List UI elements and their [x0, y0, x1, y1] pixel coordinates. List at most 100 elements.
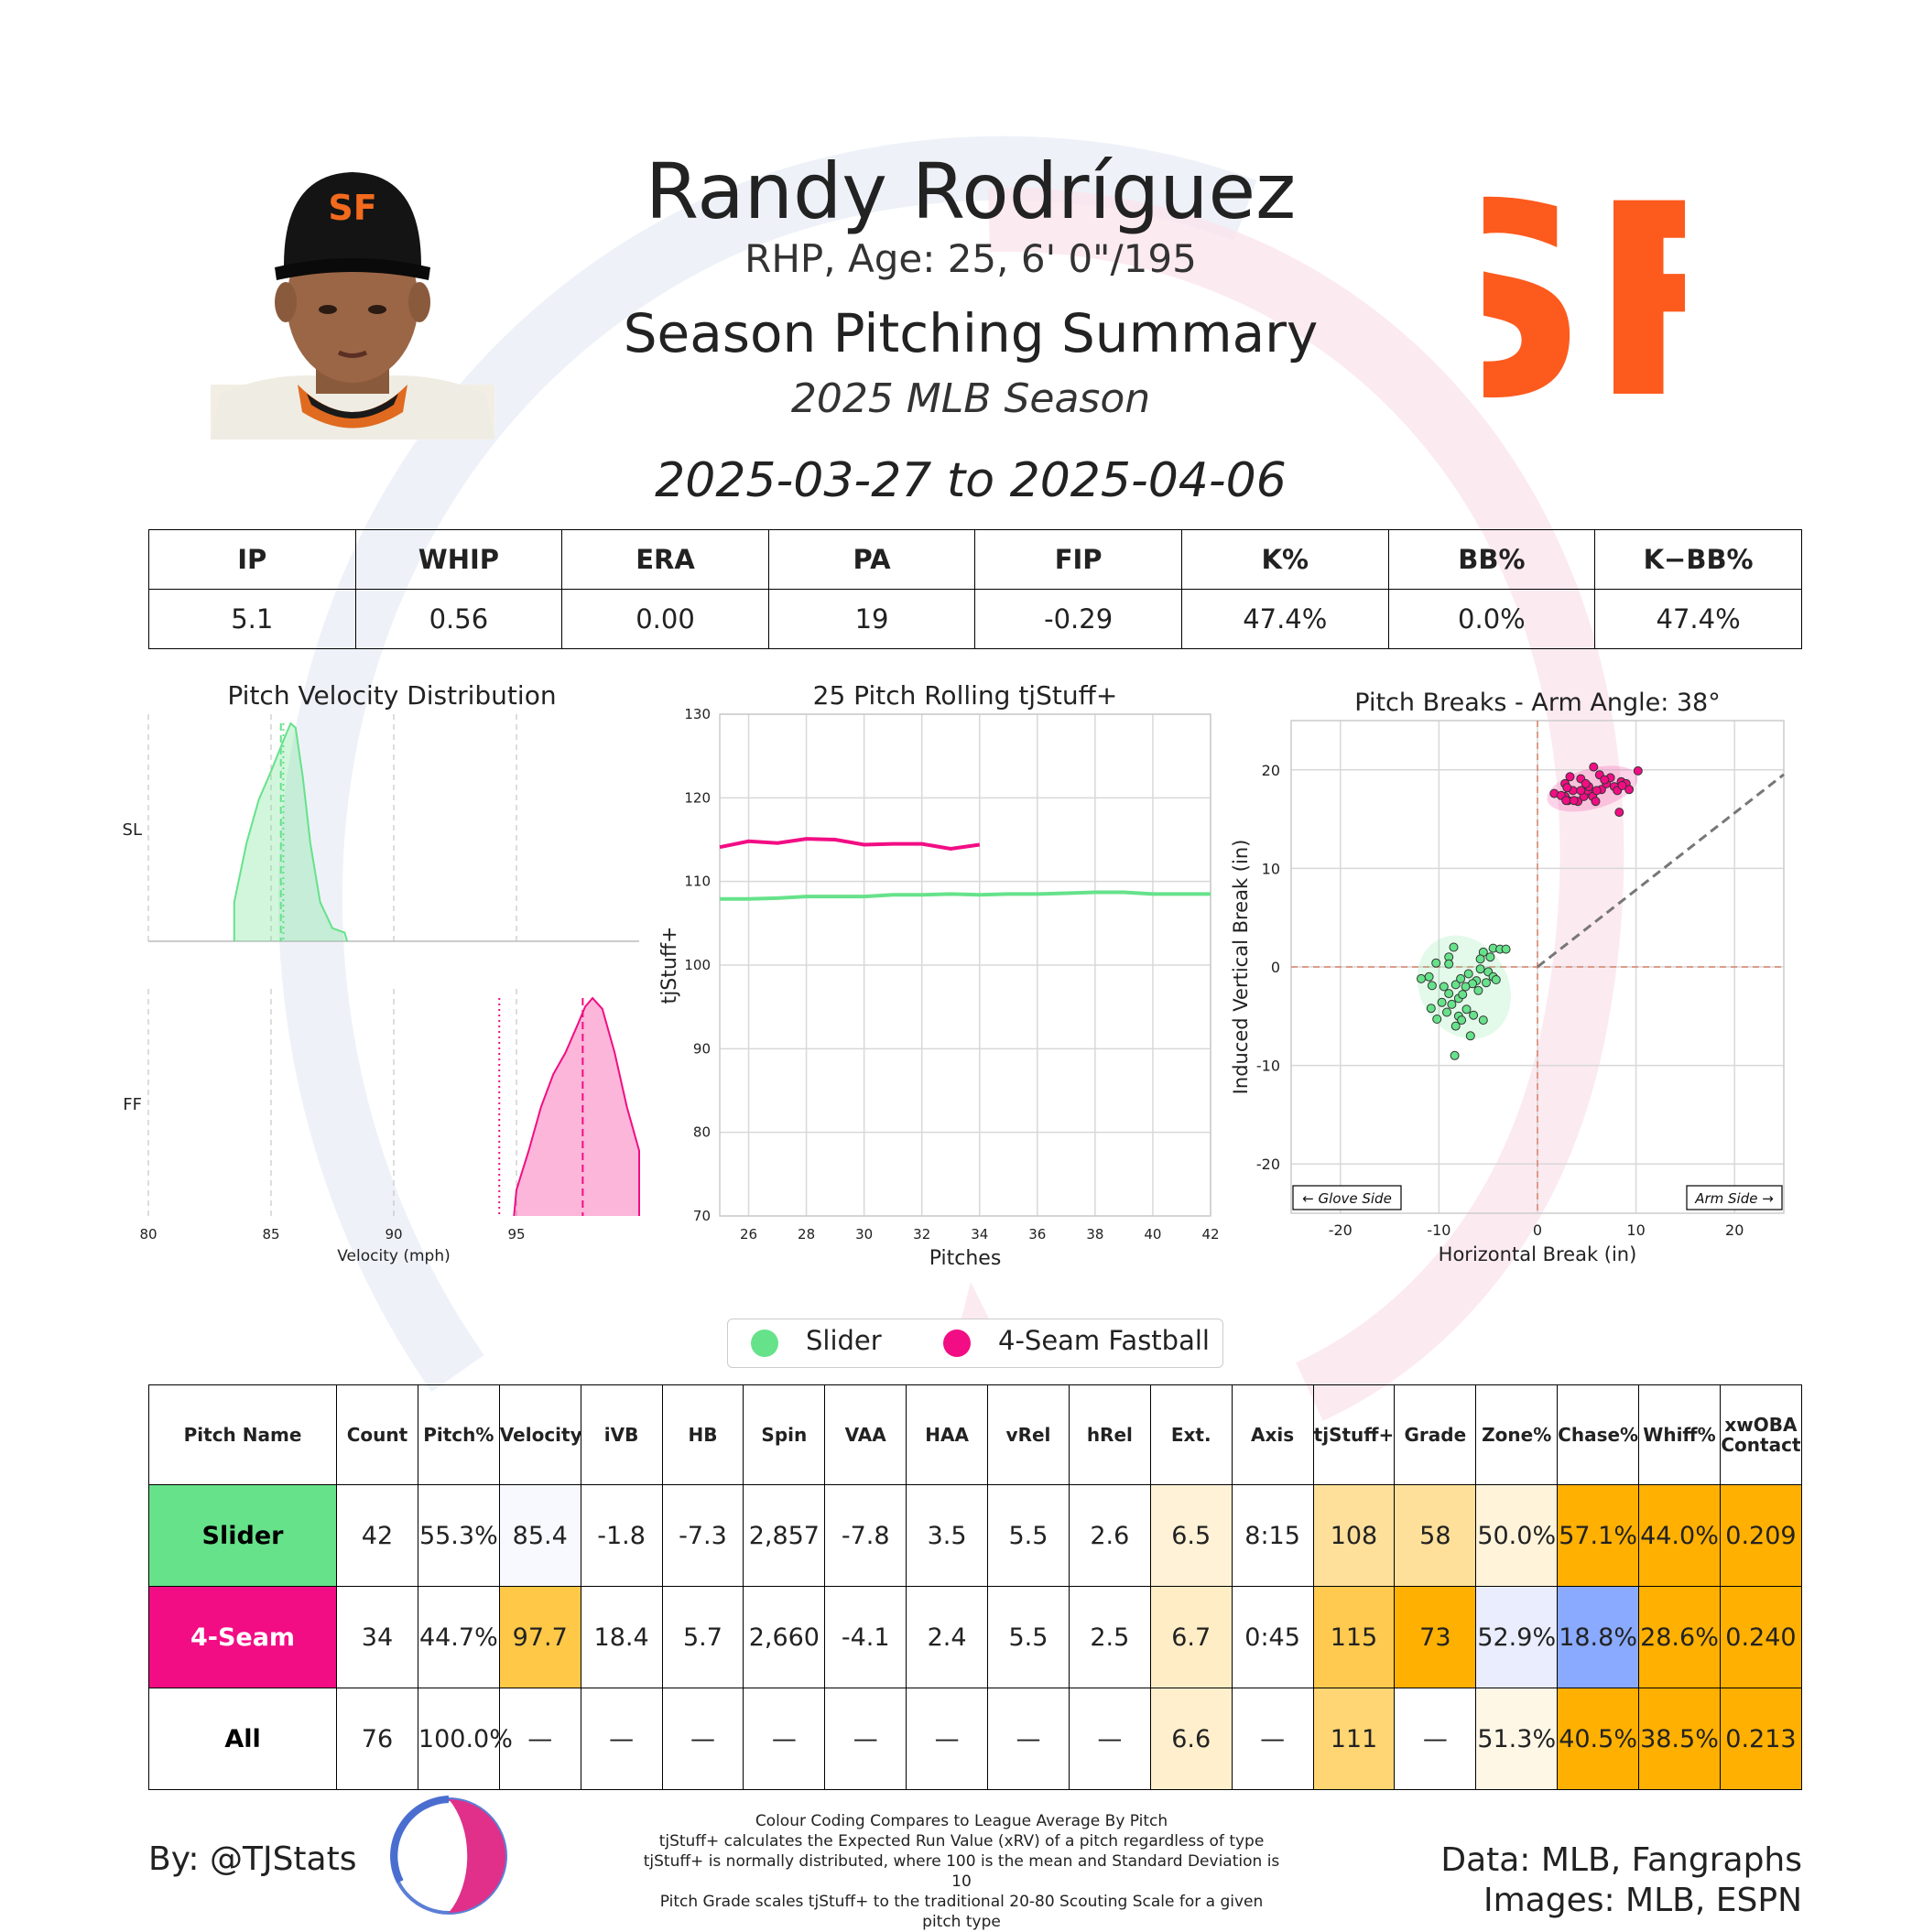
pitch-table-header: Pitch Name — [147, 1384, 338, 1485]
scatter-point — [1475, 954, 1485, 964]
y-tick-label: 90 — [693, 1040, 711, 1057]
rolling-line-slider — [720, 890, 1211, 901]
image-credit: Images: MLB, ESPN — [1483, 1882, 1802, 1919]
arm-angle-line — [1537, 773, 1785, 969]
table-cell: -4.1 — [824, 1586, 907, 1688]
table-cell: 100.0% — [417, 1688, 513, 1790]
table-cell: 2.4 — [906, 1586, 989, 1688]
y-tick-label: 70 — [693, 1208, 711, 1224]
y-tick-label: 120 — [684, 789, 711, 806]
table-cell: 38.5% — [1638, 1688, 1721, 1790]
scatter-point — [1633, 765, 1643, 776]
table-cell: 40.5% — [1557, 1688, 1640, 1790]
season-stat-value: 19 — [767, 589, 976, 649]
scatter-point — [1565, 772, 1575, 782]
author-credit: By: @TJStats — [148, 1840, 357, 1878]
table-cell: 44.7% — [417, 1586, 500, 1688]
season-stat-header: FIP — [974, 529, 1182, 590]
scatter-point — [1450, 1050, 1460, 1060]
scatter-point — [1461, 982, 1471, 992]
x-axis-label: Horizontal Break (in) — [1439, 1243, 1637, 1265]
season-stat-value: 0.00 — [561, 589, 769, 649]
scatter-point — [1478, 1015, 1488, 1026]
pitch-table-header: tjStuff+ — [1312, 1384, 1396, 1485]
rolling-tjstuff-chart: 25 Pitch Rolling tjStuff+ 26 28 30 32 34 36 38 4… — [659, 680, 1220, 1270]
chart-title: Pitch Velocity Distribution — [227, 680, 556, 711]
y-axis-label: Induced Vertical Break (in) — [1230, 840, 1252, 1095]
table-cell: 18.4 — [580, 1586, 663, 1688]
table-cell: 115 — [1312, 1586, 1396, 1688]
season-stat-header: K−BB% — [1594, 529, 1802, 590]
slider-legend-marker — [751, 1330, 778, 1357]
table-cell: — — [906, 1688, 989, 1790]
scatter-point — [1569, 796, 1579, 806]
velocity-distribution-chart: Pitch Velocity Distribution SL FF 80 85 90 95 V… — [123, 680, 640, 1265]
pitch-name-cell: 4-Seam — [147, 1586, 338, 1688]
data-sources: Data: MLB, Fangraphs Images: MLB, ESPN — [1440, 1840, 1802, 1921]
scatter-point — [1501, 944, 1511, 954]
pitch-table-header: iVB — [580, 1384, 663, 1485]
table-cell: 5.5 — [987, 1484, 1070, 1587]
scatter-point — [1457, 1015, 1467, 1026]
scatter-point — [1461, 1004, 1472, 1015]
scatter-point — [1465, 1031, 1475, 1041]
season-stat-header: BB% — [1387, 529, 1596, 590]
table-cell: -1.8 — [580, 1484, 663, 1587]
table-cell: 5.5 — [987, 1586, 1070, 1688]
season-label: 2025 MLB Season — [790, 375, 1151, 422]
table-row: Slider 42 55.3% 85.4 -1.8 -7.3 2,857 -7.8 3.5 5.5… — [147, 1484, 1803, 1587]
scatter-point — [1475, 964, 1485, 974]
table-cell: — — [987, 1688, 1070, 1790]
table-cell: 50.0% — [1475, 1484, 1559, 1587]
scatter-point — [1591, 797, 1601, 807]
pitch-table-header: VAA — [824, 1384, 907, 1485]
y-tick-label: 130 — [684, 706, 711, 722]
arm-side-annotation: Arm Side → — [1686, 1185, 1783, 1210]
glove-side-annotation: ← Glove Side — [1292, 1185, 1402, 1210]
scatter-point — [1417, 973, 1426, 983]
scatter-point — [1450, 1021, 1461, 1031]
table-row: All 76 100.0% — — — — — — — —6.6—111—51.3% 40.5% 38.… — [147, 1688, 1803, 1790]
team-logo: SF — [1483, 165, 1685, 440]
scatter-point — [1473, 985, 1483, 995]
svg-text:SF: SF — [328, 188, 376, 228]
y-tick-label: 0 — [1271, 959, 1280, 976]
y-tick-label: 110 — [684, 874, 711, 890]
scatter-point — [1444, 959, 1454, 969]
table-cell: 2,857 — [743, 1484, 826, 1587]
table-cell: 51.3% — [1475, 1688, 1559, 1790]
table-cell: 52.9% — [1475, 1586, 1559, 1688]
season-stat-value: 47.4% — [1180, 589, 1389, 649]
y-tick-label: 100 — [684, 957, 711, 973]
pitch-table-header: Zone% — [1475, 1384, 1559, 1485]
table-cell: 28.6% — [1638, 1586, 1721, 1688]
table-cell: 55.3% — [417, 1484, 500, 1587]
season-stats-table: IP WHIP ERA PA FIP K% BB% K−BB% 5.1 0.56… — [148, 529, 1802, 649]
season-stat-header: IP — [148, 529, 356, 590]
scatter-point — [1624, 785, 1635, 795]
season-stats-header-row: IP WHIP ERA PA FIP K% BB% K−BB% — [148, 529, 1802, 590]
table-cell: — — [661, 1688, 744, 1790]
x-tick-label: 80 — [139, 1226, 157, 1243]
x-tick-label: 32 — [913, 1226, 930, 1243]
scatter-point — [1561, 796, 1571, 806]
season-stats-value-row: 5.1 0.56 0.00 19 -0.29 47.4% 0.0% 47.4% — [148, 589, 1802, 649]
x-tick-label: 0 — [1533, 1221, 1542, 1239]
pitch-metrics-table: Pitch Name Count Pitch% Velocity iVB HB Spin VA… — [147, 1384, 1803, 1790]
density-curve-ff — [513, 996, 640, 1217]
y-axis-label: tjStuff+ — [659, 927, 681, 1004]
pitch-table-header: Spin — [743, 1384, 826, 1485]
table-cell: 6.6 — [1149, 1688, 1233, 1790]
scatter-point — [1576, 786, 1586, 796]
scatter-point — [1431, 958, 1441, 968]
scatter-point — [1458, 990, 1468, 1000]
x-tick-label: 10 — [1626, 1221, 1645, 1239]
pitch-table-header: HB — [661, 1384, 744, 1485]
x-tick-label: 40 — [1144, 1226, 1161, 1243]
table-cell: — — [498, 1688, 581, 1790]
x-tick-label: 28 — [798, 1226, 815, 1243]
table-cell: -7.3 — [661, 1484, 744, 1587]
tjstats-logo: STATS — [390, 1796, 507, 1915]
x-tick-label: 42 — [1201, 1226, 1219, 1243]
scatter-point — [1469, 1010, 1479, 1020]
